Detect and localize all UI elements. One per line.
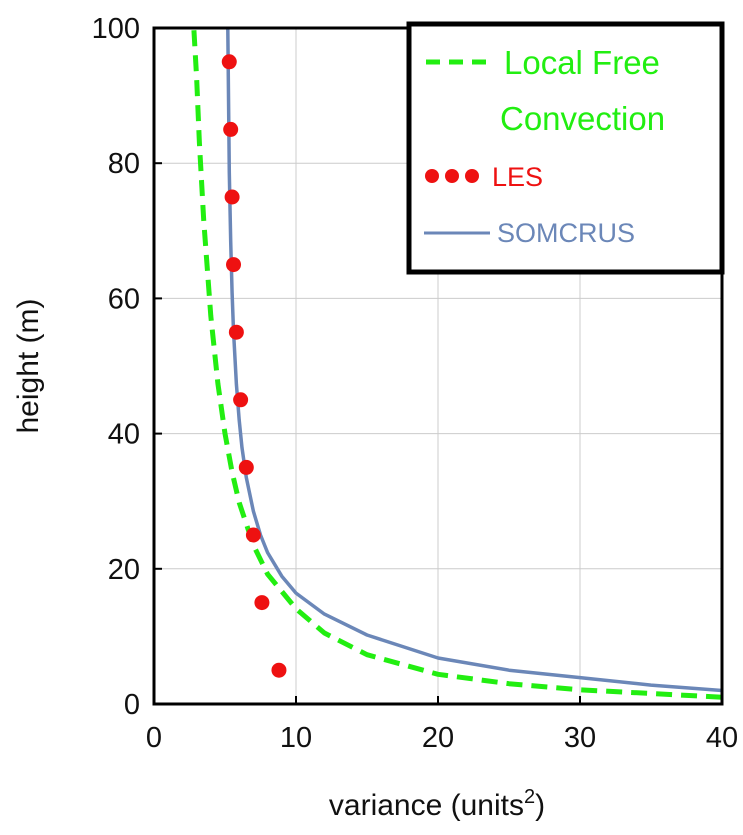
legend-label-somcrus: SOMCRUS: [497, 218, 635, 248]
y-tick-label: 20: [108, 554, 140, 586]
x-axis-title: variance (units2): [329, 786, 545, 822]
legend-label-les: LES: [492, 162, 543, 192]
legend-box: [406, 21, 725, 275]
x-tick-label: 20: [422, 722, 454, 754]
y-tick-label: 0: [124, 689, 140, 721]
series-line-local-free-convection: [190, 28, 722, 700]
y-tick-label: 40: [108, 419, 140, 451]
legend-swatch-les-dot-3: [465, 169, 479, 183]
data-point-les: [254, 595, 270, 611]
data-point-les: [224, 189, 240, 205]
y-tick-label: 80: [108, 148, 140, 180]
y-axis-title: height (m): [12, 298, 45, 433]
data-point-les: [238, 459, 254, 475]
x-tick-label: 10: [280, 722, 312, 754]
x-axis-title-sup: 2: [524, 786, 535, 808]
data-point-les: [221, 54, 237, 70]
x-tick-label: 40: [706, 722, 738, 754]
series-layer: [190, 28, 722, 700]
y-tick-label: 60: [108, 283, 140, 315]
data-point-les: [245, 527, 261, 543]
data-point-les: [228, 324, 244, 340]
legend: Local Free Convection LES SOMCRUS: [406, 21, 725, 275]
axis-ticks: 0 10 20 30 40 0 20 40 60 80 100: [92, 13, 739, 754]
x-tick-label: 30: [564, 722, 596, 754]
legend-swatch-les-dot-1: [425, 169, 439, 183]
legend-label-local-free-convection-line1: Local Free: [504, 44, 660, 81]
y-tick-label: 100: [92, 13, 140, 45]
data-point-les: [226, 257, 242, 273]
legend-swatch-les-dot-2: [445, 169, 459, 183]
x-axis-title-suffix: ): [535, 789, 545, 822]
data-point-les: [233, 392, 249, 408]
legend-label-local-free-convection-line2: Convection: [500, 100, 665, 137]
data-point-les: [271, 662, 287, 678]
x-tick-label: 0: [146, 722, 162, 754]
x-axis-title-text: variance (units: [329, 789, 524, 822]
data-point-les: [223, 121, 239, 137]
